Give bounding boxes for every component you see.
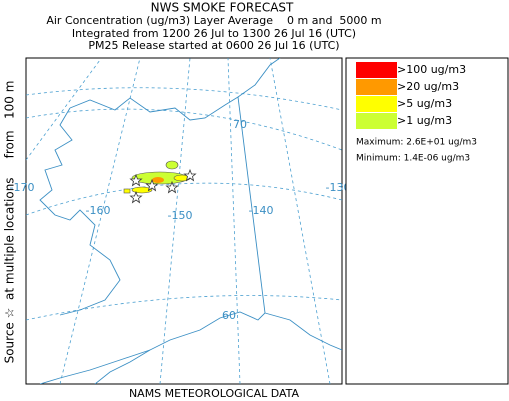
graticule <box>26 182 342 216</box>
source-star <box>145 178 159 192</box>
footer: NAMS METEOROLOGICAL DATA <box>129 387 300 400</box>
legend-label: >100 ug/m3 <box>397 63 466 76</box>
graticule <box>269 58 331 384</box>
coastline <box>39 107 121 316</box>
map-frame <box>25 57 343 385</box>
graticule-label: -140 <box>249 204 274 217</box>
graticule-label: -150 <box>168 209 193 222</box>
plume <box>123 188 131 194</box>
source-star <box>165 180 179 194</box>
graticule <box>59 58 141 384</box>
graticule-label: -130 <box>326 181 351 194</box>
legend-swatch <box>356 113 397 129</box>
stat-text: Minimum: 1.4E-06 ug/m3 <box>356 154 470 164</box>
legend-label: >20 ug/m3 <box>397 80 459 93</box>
graticule <box>26 59 101 161</box>
graticule <box>26 87 342 111</box>
title: NWS SMOKE FORECAST <box>151 1 294 15</box>
coastline <box>264 312 342 351</box>
plume <box>131 186 153 194</box>
graticule-label: -170 <box>10 181 35 194</box>
source-label: Source ☆ at multiple locations from 100 … <box>3 81 17 364</box>
graticule-label: 70 <box>233 118 247 131</box>
legend-label: >1 ug/m3 <box>397 114 452 127</box>
subtitle: Air Concentration (ug/m3) Layer Average … <box>46 14 381 27</box>
legend-swatch <box>356 62 397 78</box>
source-star <box>129 173 143 187</box>
graticule-label: -160 <box>86 204 111 217</box>
plume <box>165 160 179 170</box>
coastline <box>237 58 281 98</box>
subtitle: Integrated from 1200 26 Jul to 1300 26 J… <box>72 27 356 40</box>
graticule-label: 60 <box>222 309 236 322</box>
legend-panel: >100 ug/m3 >20 ug/m3 >5 ug/m3 >1 ug/m3 Maxim… <box>345 57 509 385</box>
legend-swatch <box>356 79 397 95</box>
graticule <box>159 58 191 384</box>
legend-swatch <box>356 96 397 112</box>
graticule <box>26 295 342 321</box>
legend-frame <box>345 57 509 385</box>
graticule <box>227 58 241 384</box>
legend-label: >5 ug/m3 <box>397 97 452 110</box>
map-panel: 70 -170 -160 -150 -140 -130 60 <box>10 57 351 385</box>
stat-text: Maximum: 2.6E+01 ug/m3 <box>356 138 477 148</box>
sources <box>129 168 197 204</box>
source-star <box>183 168 197 182</box>
plume <box>152 177 164 183</box>
coastline <box>39 96 266 384</box>
coastline <box>94 349 151 384</box>
graticule <box>26 108 342 151</box>
source-star <box>129 190 143 204</box>
subtitle: PM25 Release started at 0600 26 Jul 16 (… <box>88 39 339 52</box>
smoke-plume <box>123 160 191 194</box>
